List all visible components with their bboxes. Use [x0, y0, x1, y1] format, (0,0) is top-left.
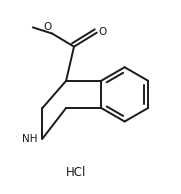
- Text: HCl: HCl: [66, 166, 87, 179]
- Text: O: O: [98, 27, 107, 37]
- Text: NH: NH: [22, 134, 37, 144]
- Text: O: O: [43, 22, 51, 32]
